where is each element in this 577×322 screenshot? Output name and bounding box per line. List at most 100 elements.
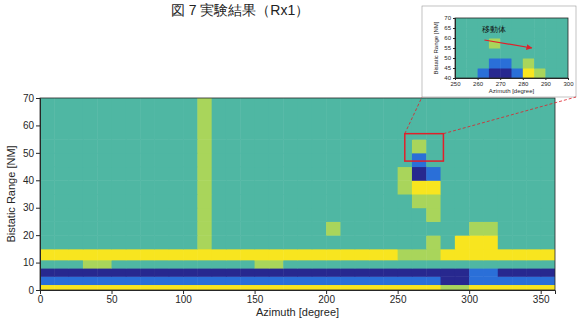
heat-cell	[383, 167, 398, 181]
heat-cell	[154, 98, 169, 140]
heat-cell	[340, 139, 355, 153]
x-tick: 150	[247, 290, 264, 305]
y-axis-title: Bistatic Range [NM]	[433, 21, 439, 74]
heat-cell	[255, 235, 270, 249]
heat-cell	[298, 139, 313, 153]
heat-cell	[126, 139, 141, 153]
heat-cell	[541, 139, 555, 153]
heat-cell	[412, 260, 427, 269]
y-axis-title: Bistatic Range [NM]	[5, 145, 17, 242]
heat-cell	[369, 260, 384, 269]
heat-cell	[369, 153, 384, 167]
heat-cell	[183, 153, 198, 167]
heat-cell	[541, 249, 555, 260]
heat-cell	[183, 268, 198, 277]
tick-label: 60	[23, 120, 35, 131]
heat-cell	[197, 167, 212, 181]
heat-cell	[183, 235, 198, 249]
heat-cell	[112, 285, 127, 290]
heat-cell	[154, 249, 169, 260]
heat-cell	[269, 235, 284, 249]
heat-cell	[212, 208, 227, 222]
heat-cell	[426, 194, 441, 208]
tick-mark	[568, 78, 569, 80]
heat-cell	[483, 249, 498, 260]
heat-cell	[398, 285, 413, 290]
heat-cell	[455, 98, 470, 140]
heat-cell	[40, 180, 55, 194]
heat-cell	[512, 194, 527, 208]
heat-cell	[226, 276, 241, 285]
heat-cell	[40, 235, 55, 249]
heat-cell	[326, 139, 341, 153]
heat-cell	[240, 249, 255, 260]
heat-cell	[534, 58, 546, 69]
heat-cell	[83, 153, 98, 167]
heat-cell	[154, 194, 169, 208]
heat-cell	[541, 276, 555, 285]
heat-cell	[526, 167, 541, 181]
heat-cell	[355, 249, 370, 260]
heat-cell	[469, 268, 484, 277]
heat-cell	[240, 235, 255, 249]
heat-cell	[469, 249, 484, 260]
heat-cell	[498, 221, 513, 235]
heat-cell	[512, 167, 527, 181]
x-tick: 350	[533, 290, 550, 305]
plot-area	[40, 98, 555, 290]
heat-cell	[483, 208, 498, 222]
heat-cell	[112, 249, 127, 260]
heat-cell	[197, 153, 212, 167]
heat-cell	[483, 268, 498, 277]
heat-cell	[283, 276, 298, 285]
figure: 050100150200250300350010203040506070Azim…	[0, 0, 577, 322]
heat-cell	[383, 260, 398, 269]
heat-cell	[383, 139, 398, 153]
heat-cell	[498, 194, 513, 208]
tick-mark	[453, 28, 455, 29]
heat-cell	[183, 180, 198, 194]
heat-cell	[212, 221, 227, 235]
heat-cell	[140, 167, 155, 181]
heat-cell	[369, 285, 384, 290]
heat-cell	[54, 276, 69, 285]
heat-cell	[283, 180, 298, 194]
heat-cell	[478, 48, 490, 59]
heat-cell	[383, 153, 398, 167]
heat-cell	[489, 68, 501, 78]
heat-cell	[126, 268, 141, 277]
heat-cell	[255, 260, 270, 269]
heat-cell	[483, 139, 498, 153]
heat-cell	[469, 260, 484, 269]
tick-label: 60	[444, 35, 451, 41]
heat-cell	[83, 285, 98, 290]
heat-cell	[326, 208, 341, 222]
heat-cell	[466, 48, 478, 59]
heat-cell	[255, 208, 270, 222]
heat-cell	[226, 139, 241, 153]
heat-cell	[512, 285, 527, 290]
heat-cell	[383, 221, 398, 235]
heat-cell	[541, 235, 555, 249]
heat-cell	[469, 285, 484, 290]
heat-cell	[369, 276, 384, 285]
heat-cell	[523, 68, 535, 78]
heat-cell	[483, 180, 498, 194]
heat-cell	[126, 260, 141, 269]
heat-cell	[54, 235, 69, 249]
heat-cell	[212, 276, 227, 285]
heat-cell	[512, 139, 527, 153]
heat-cell	[126, 276, 141, 285]
heat-cell	[340, 235, 355, 249]
tick-mark	[36, 153, 40, 154]
inset-chart: 25026027028029030040455055606570Azimuth …	[422, 6, 576, 97]
heat-cell	[398, 276, 413, 285]
heat-cell	[298, 235, 313, 249]
tick-mark	[36, 290, 40, 291]
heat-cell	[97, 260, 112, 269]
heat-cell	[441, 268, 456, 277]
heat-cell	[355, 180, 370, 194]
heat-cell	[340, 249, 355, 260]
heat-cell	[326, 221, 341, 235]
heat-cell	[326, 268, 341, 277]
